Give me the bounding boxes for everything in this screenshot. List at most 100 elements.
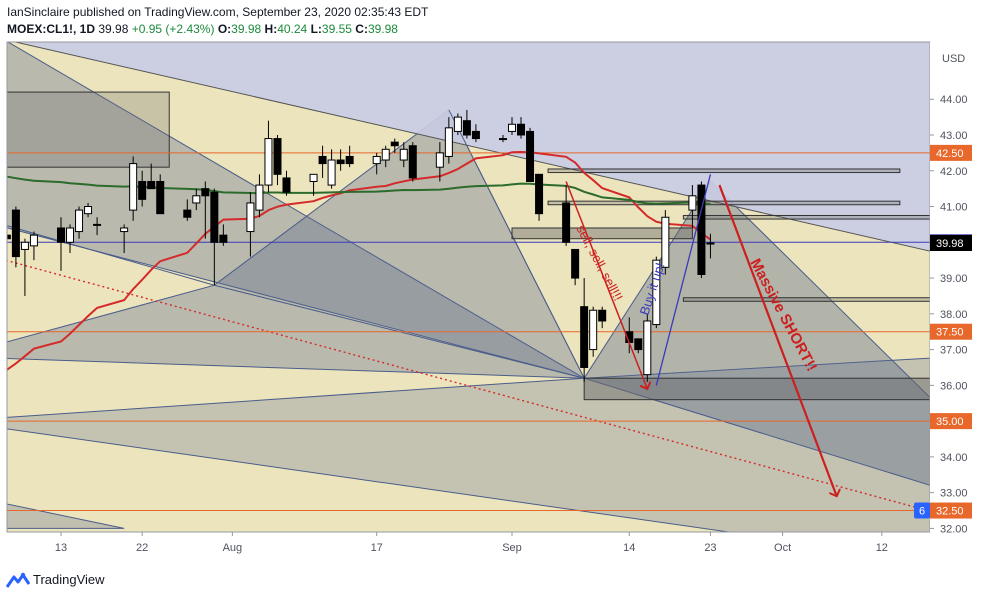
candle-body bbox=[535, 173, 544, 215]
x-tick-label: Sep bbox=[502, 542, 522, 554]
candle bbox=[309, 173, 318, 196]
candle-body bbox=[327, 159, 336, 186]
candle-body bbox=[219, 234, 228, 243]
candlestick-chart[interactable]: sell, sell, sell!!! Buy it up! Massive SHO… bbox=[0, 0, 984, 566]
publisher-name[interactable]: IanSinclaire bbox=[7, 5, 70, 19]
candle bbox=[138, 170, 147, 207]
candle-body bbox=[66, 227, 75, 243]
candle bbox=[381, 145, 390, 168]
published-text: published on TradingView.com, September … bbox=[73, 5, 429, 19]
x-tick-label: 14 bbox=[623, 542, 635, 554]
candle bbox=[183, 199, 192, 221]
candle bbox=[526, 127, 535, 182]
candle-body bbox=[201, 188, 210, 197]
zone-box bbox=[682, 214, 930, 220]
price-change: +0.95 (+2.43%) bbox=[131, 22, 215, 36]
candle bbox=[453, 113, 462, 135]
high-label: H: bbox=[264, 22, 278, 36]
y-tick-label: 33.00 bbox=[940, 488, 968, 500]
candle-body bbox=[255, 184, 264, 211]
close-label: C: bbox=[355, 22, 368, 36]
candle bbox=[498, 134, 507, 143]
candle-body bbox=[264, 138, 273, 186]
price-label: 37.50 bbox=[930, 323, 972, 340]
candle-body bbox=[453, 116, 462, 132]
candle-body bbox=[345, 155, 354, 165]
high-value: 40.24 bbox=[277, 22, 308, 36]
candle bbox=[192, 188, 201, 211]
candle bbox=[589, 306, 598, 357]
candle-body bbox=[517, 123, 526, 136]
candle-body bbox=[372, 155, 381, 165]
candle-body bbox=[309, 173, 318, 182]
candle bbox=[471, 124, 480, 143]
candle bbox=[435, 142, 444, 182]
y-tick-label: 37.00 bbox=[940, 345, 968, 357]
candle bbox=[120, 224, 129, 254]
price-label: 39.98 bbox=[930, 235, 972, 252]
candle bbox=[201, 181, 210, 239]
candle-body bbox=[273, 138, 282, 175]
candle bbox=[147, 163, 156, 190]
price-label-text: 37.50 bbox=[936, 327, 964, 339]
x-tick-label: 13 bbox=[55, 542, 67, 554]
open-value: 39.98 bbox=[231, 22, 262, 36]
x-tick-label: 17 bbox=[371, 542, 383, 554]
y-tick-label: 41.00 bbox=[940, 202, 968, 214]
tradingview-brand[interactable]: TradingView bbox=[33, 572, 105, 587]
candle-body bbox=[580, 306, 589, 368]
footer: TradingView bbox=[0, 566, 984, 597]
candle bbox=[580, 278, 589, 382]
candle-body bbox=[336, 159, 345, 165]
symbol-name[interactable]: MOEX:CL1!, 1D bbox=[7, 22, 96, 36]
price-label-bg bbox=[930, 413, 972, 430]
candle bbox=[66, 224, 75, 254]
zone-box bbox=[7, 91, 170, 168]
candle bbox=[57, 217, 65, 271]
candle bbox=[517, 117, 526, 139]
candle-body bbox=[471, 130, 480, 140]
candle bbox=[643, 313, 652, 382]
buy-arrow bbox=[655, 174, 712, 386]
sell-arrow bbox=[565, 181, 647, 388]
price-axis[interactable]: USD 32.00 33.00 34.00 35.00 36.00 37.00 38.00 3… bbox=[930, 42, 984, 535]
short-arrow bbox=[718, 184, 836, 496]
candle-body bbox=[399, 148, 408, 161]
time-axis[interactable]: 13 22 Aug 17 Sep 14 23 Oct 12 bbox=[7, 531, 930, 566]
candle-body bbox=[435, 152, 444, 168]
price-label-text: 35.00 bbox=[936, 416, 964, 428]
tradingview-logo-icon[interactable] bbox=[6, 572, 30, 590]
fan-edge bbox=[7, 225, 215, 286]
candle-body bbox=[598, 309, 607, 322]
price-label-text: 32.50 bbox=[936, 506, 964, 518]
candle bbox=[535, 173, 544, 221]
alert-badge-bg bbox=[914, 502, 930, 519]
candle-body bbox=[120, 227, 129, 233]
candle-body bbox=[192, 195, 201, 204]
candle bbox=[255, 174, 264, 218]
candle-body bbox=[282, 177, 291, 193]
candle bbox=[93, 217, 102, 236]
zone-box bbox=[682, 297, 930, 302]
candle bbox=[706, 233, 715, 259]
candle bbox=[399, 142, 408, 168]
candle-body bbox=[462, 120, 471, 136]
fan-zone bbox=[7, 357, 930, 532]
candle bbox=[282, 170, 291, 196]
candle-body bbox=[498, 138, 507, 141]
candle-body bbox=[390, 141, 399, 147]
candle-body bbox=[57, 227, 65, 243]
candle bbox=[634, 338, 643, 354]
price-label-text: 42.50 bbox=[936, 148, 964, 160]
candle bbox=[652, 256, 661, 329]
candle bbox=[408, 142, 417, 182]
candle-body bbox=[643, 320, 652, 376]
ma-green-line bbox=[7, 175, 711, 205]
y-tick-label: 32.00 bbox=[940, 523, 968, 535]
candle bbox=[598, 306, 607, 329]
y-tick-label: 43.00 bbox=[940, 130, 968, 142]
candle bbox=[29, 231, 38, 261]
x-tick-label: Aug bbox=[223, 542, 243, 554]
candle bbox=[246, 192, 255, 257]
